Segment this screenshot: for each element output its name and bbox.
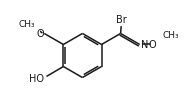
Text: O: O [36,29,44,39]
Text: O: O [149,40,156,50]
Text: CH₃: CH₃ [19,20,36,29]
Text: N: N [141,40,148,50]
Text: HO: HO [29,73,44,83]
Text: CH₃: CH₃ [162,31,179,39]
Text: Br: Br [116,15,127,25]
